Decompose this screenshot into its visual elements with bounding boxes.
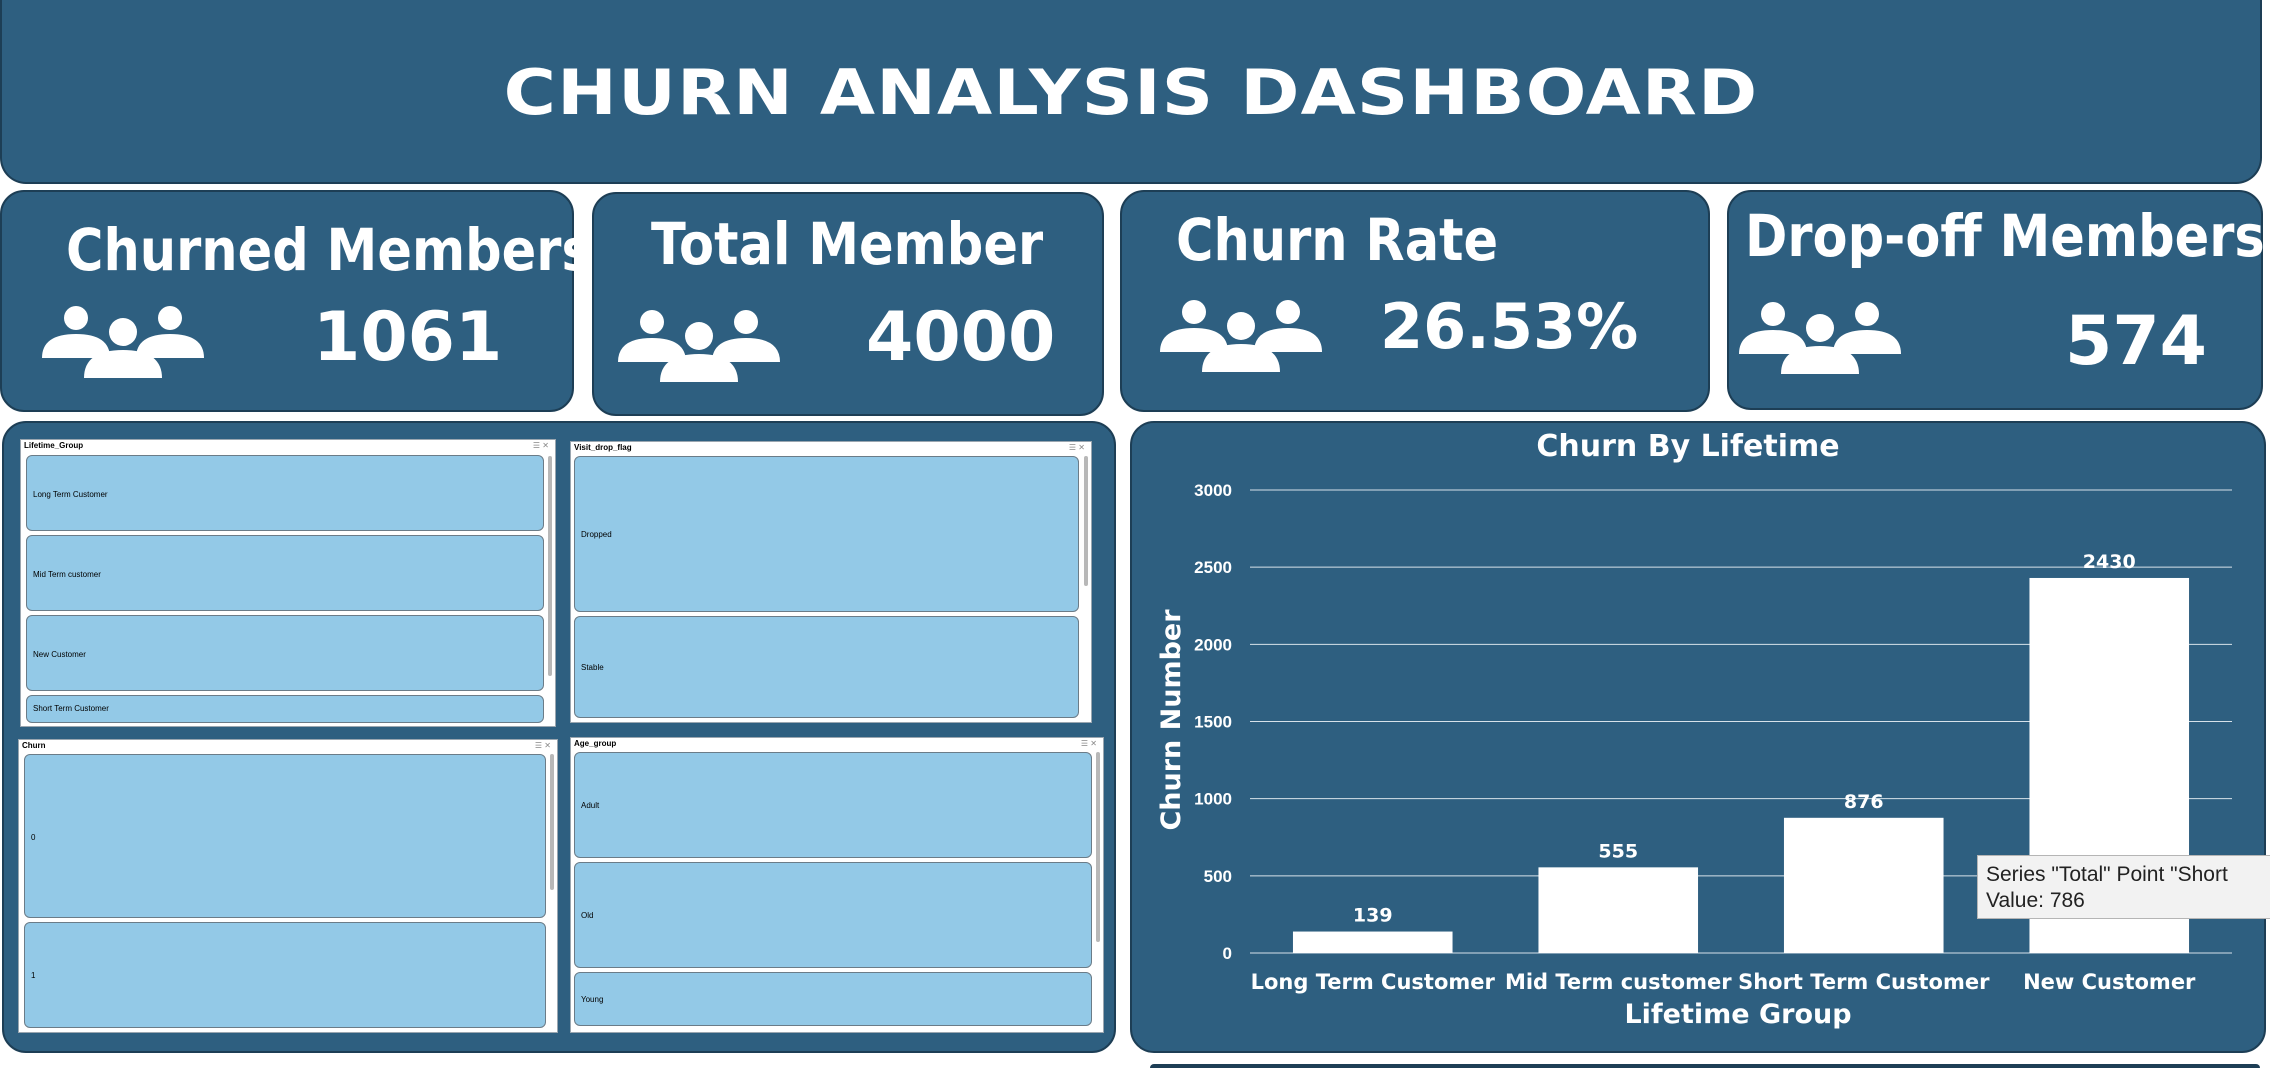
slicer-lifetime-group[interactable]: Lifetime_Group ☰ ✕ Long Term Customer Mi… (20, 439, 556, 727)
slicer-item[interactable]: 0 (24, 754, 546, 918)
y-axis-label: Churn Number (1156, 609, 1187, 831)
y-tick-label: 1500 (1194, 713, 1232, 732)
slicer-scrollbar[interactable] (548, 456, 552, 676)
bar (1783, 817, 1944, 953)
slicer-header: Churn (22, 741, 46, 750)
users-icon (1160, 300, 1322, 372)
y-tick-label: 0 (1223, 944, 1232, 963)
data-label: 139 (1353, 905, 1393, 927)
x-tick-label: New Customer (2023, 970, 2196, 994)
chart-tooltip: Series "Total" Point "Short Value: 786 (1977, 855, 2270, 919)
kpi-value: 4000 (866, 298, 1056, 377)
kpi-label: Drop-off Members (1745, 202, 2265, 270)
slicer-item[interactable]: Old (574, 862, 1092, 968)
x-tick-label: Short Term Customer (1738, 970, 1990, 994)
kpi-label: Total Member (651, 210, 1044, 278)
slicer-item[interactable]: Young (574, 972, 1092, 1026)
slicer-age-group[interactable]: Age_group ☰ ✕ Adult Old Young (570, 737, 1104, 1033)
title-banner: CHURN ANALYSIS DASHBOARD (0, 0, 2262, 184)
y-tick-label: 2500 (1194, 558, 1232, 577)
users-icon (1739, 302, 1901, 374)
chart-panel: Churn By Lifetime 0 500 1000 1500 2000 2500 300… (1130, 421, 2266, 1053)
kpi-churned-members: Churned Members 1061 (0, 190, 592, 412)
kpi-label: Churned Members (66, 216, 592, 284)
slicer-item[interactable]: Long Term Customer (26, 455, 544, 531)
slicer-clear-filter-icon[interactable]: ☰ ✕ (1068, 443, 1085, 452)
slicer-item[interactable]: Dropped (574, 456, 1079, 612)
slicer-header: Visit_drop_flag (574, 443, 632, 452)
x-tick-label: Mid Term customer (1505, 970, 1732, 994)
data-label: 876 (1844, 791, 1884, 813)
slicer-churn[interactable]: Churn ☰ ✕ 0 1 (18, 739, 558, 1033)
slicer-item[interactable]: New Customer (26, 615, 544, 691)
y-tick-label: 2000 (1194, 635, 1232, 654)
kpi-value: 574 (2065, 302, 2207, 381)
slicer-item[interactable]: Stable (574, 616, 1079, 718)
bar (1292, 931, 1453, 953)
kpi-drop-off-members: Drop-off Members 574 (1727, 190, 2265, 410)
slicer-visit-drop-flag[interactable]: Visit_drop_flag ☰ ✕ Dropped Stable (570, 441, 1092, 723)
kpi-label: Churn Rate (1176, 206, 1499, 274)
slicer-clear-filter-icon[interactable]: ☰ ✕ (532, 441, 549, 450)
x-axis-label: Lifetime Group (1624, 999, 1851, 1030)
slicer-header: Lifetime_Group (24, 441, 84, 450)
y-tick-label: 500 (1204, 867, 1232, 886)
slicer-clear-filter-icon[interactable]: ☰ ✕ (1080, 739, 1097, 748)
dashboard-title: CHURN ANALYSIS DASHBOARD (503, 56, 1759, 129)
chart-title: Churn By Lifetime (1536, 429, 1839, 464)
bar (1538, 867, 1699, 953)
slicer-header: Age_group (574, 739, 617, 748)
slicer-item[interactable]: 1 (24, 922, 546, 1028)
users-icon (618, 310, 780, 382)
kpi-churn-rate: Churn Rate 26.53% (1120, 190, 1710, 412)
data-label: 555 (1598, 840, 1638, 862)
slicer-scrollbar[interactable] (550, 754, 554, 890)
data-label: 2430 (2083, 551, 2136, 573)
kpi-total-member: Total Member 4000 (592, 192, 1104, 416)
slicer-item[interactable]: Mid Term customer (26, 535, 544, 611)
y-tick-label: 3000 (1194, 481, 1232, 500)
slicer-panel: Lifetime_Group ☰ ✕ Long Term Customer Mi… (2, 421, 1116, 1053)
slicer-clear-filter-icon[interactable]: ☰ ✕ (534, 741, 551, 750)
churn-by-lifetime-chart: Churn By Lifetime 0 500 1000 1500 2000 2500 300… (1156, 429, 2232, 1030)
slicer-scrollbar[interactable] (1096, 752, 1100, 942)
tooltip-line: Value: 786 (1986, 889, 2085, 912)
slicer-item[interactable]: Short Term Customer (26, 695, 544, 723)
x-tick-label: Long Term Customer (1251, 970, 1496, 994)
tooltip-line: Series "Total" Point "Short (1986, 863, 2228, 886)
slicer-scrollbar[interactable] (1084, 456, 1088, 586)
kpi-value: 1061 (313, 298, 503, 377)
next-panel-edge (1150, 1064, 2260, 1068)
kpi-value: 26.53% (1380, 290, 1639, 363)
slicer-item[interactable]: Adult (574, 752, 1092, 858)
y-tick-label: 1000 (1194, 790, 1232, 809)
users-icon (42, 306, 204, 378)
